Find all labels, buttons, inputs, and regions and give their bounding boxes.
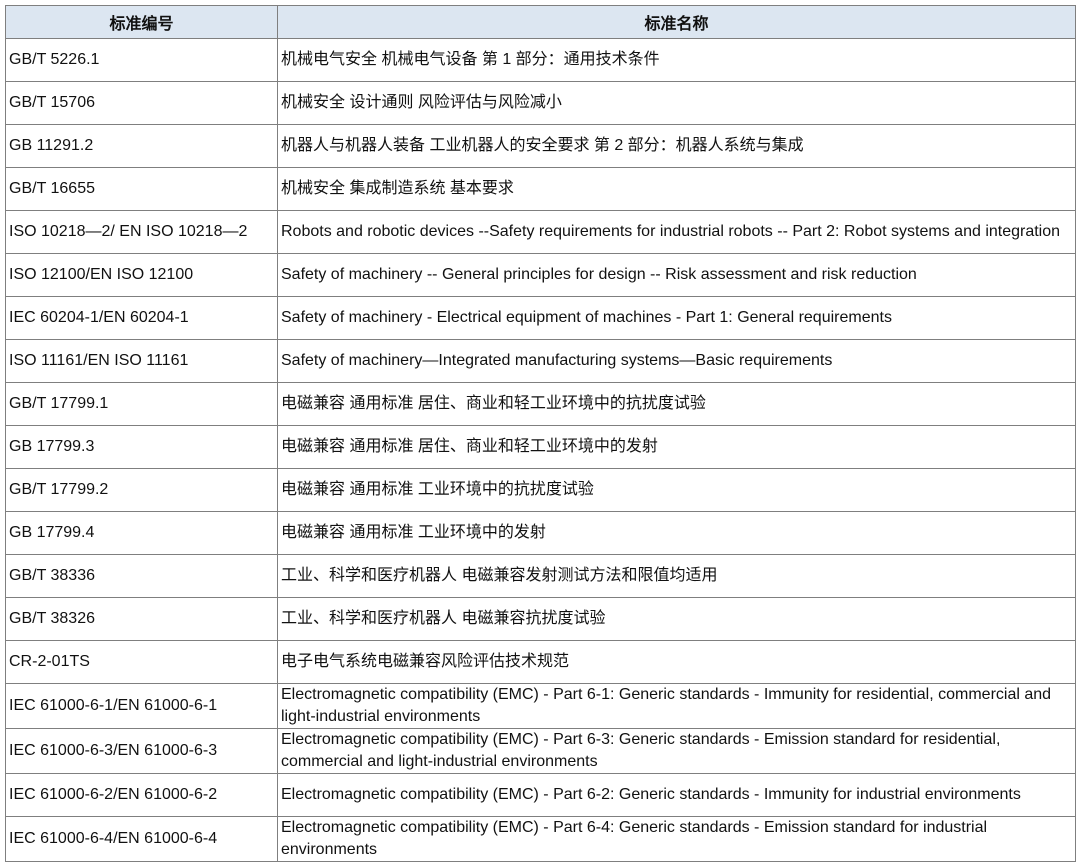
standard-number-cell: ISO 11161/EN ISO 11161 (5, 339, 278, 383)
standard-name-cell: Electromagnetic compatibility (EMC) - Pa… (277, 728, 1076, 774)
standard-name-cell: 电磁兼容 通用标准 居住、商业和轻工业环境中的发射 (277, 425, 1076, 469)
standard-number-cell: GB/T 15706 (5, 81, 278, 125)
standard-name-cell: 工业、科学和医疗机器人 电磁兼容抗扰度试验 (277, 597, 1076, 641)
standard-name-cell: 工业、科学和医疗机器人 电磁兼容发射测试方法和限值均适用 (277, 554, 1076, 598)
table-row: GB 17799.3 电磁兼容 通用标准 居住、商业和轻工业环境中的发射 (5, 425, 1076, 469)
table-row: GB/T 38326 工业、科学和医疗机器人 电磁兼容抗扰度试验 (5, 597, 1076, 641)
table-row: ISO 10218—2/ EN ISO 10218—2 Robots and ro… (5, 210, 1076, 254)
standard-name-cell: 电磁兼容 通用标准 工业环境中的抗扰度试验 (277, 468, 1076, 512)
standard-number-cell: IEC 60204-1/EN 60204-1 (5, 296, 278, 340)
table-row: ISO 11161/EN ISO 11161 Safety of machiner… (5, 339, 1076, 383)
standard-number-cell: GB 17799.3 (5, 425, 278, 469)
table-row: GB/T 15706 机械安全 设计通则 风险评估与风险减小 (5, 81, 1076, 125)
table-row: GB/T 16655 机械安全 集成制造系统 基本要求 (5, 167, 1076, 211)
table-row: CR-2-01TS 电子电气系统电磁兼容风险评估技术规范 (5, 640, 1076, 684)
standard-number-cell: ISO 12100/EN ISO 12100 (5, 253, 278, 297)
standard-name-cell: 机械安全 集成制造系统 基本要求 (277, 167, 1076, 211)
header-standard-number: 标准编号 (5, 5, 278, 39)
standard-name-cell: Safety of machinery—Integrated manufactu… (277, 339, 1076, 383)
table-row: GB/T 17799.2 电磁兼容 通用标准 工业环境中的抗扰度试验 (5, 468, 1076, 512)
header-standard-name: 标准名称 (277, 5, 1076, 39)
standard-number-cell: GB/T 17799.1 (5, 382, 278, 426)
standard-number-cell: GB 17799.4 (5, 511, 278, 555)
standard-number-cell: IEC 61000-6-3/EN 61000-6-3 (5, 728, 278, 774)
standard-name-cell: 机械安全 设计通则 风险评估与风险减小 (277, 81, 1076, 125)
standard-number-cell: CR-2-01TS (5, 640, 278, 684)
header-row: 标准编号 标准名称 (5, 5, 1076, 39)
table-row: IEC 61000-6-2/EN 61000-6-2 Electromagneti… (5, 773, 1076, 817)
standard-name-cell: Electromagnetic compatibility (EMC) - Pa… (277, 816, 1076, 862)
table-row: GB 17799.4 电磁兼容 通用标准 工业环境中的发射 (5, 511, 1076, 555)
standard-name-cell: Electromagnetic compatibility (EMC) - Pa… (277, 683, 1076, 729)
standard-name-cell: 电子电气系统电磁兼容风险评估技术规范 (277, 640, 1076, 684)
standard-name-cell: Robots and robotic devices --Safety requ… (277, 210, 1076, 254)
table-row: IEC 60204-1/EN 60204-1 Safety of machiner… (5, 296, 1076, 340)
standard-number-cell: GB 11291.2 (5, 124, 278, 168)
table-row: GB/T 5226.1 机械电气安全 机械电气设备 第 1 部分：通用技术条件 (5, 38, 1076, 82)
table-row: GB/T 17799.1 电磁兼容 通用标准 居住、商业和轻工业环境中的抗扰度试验 (5, 382, 1076, 426)
standard-number-cell: IEC 61000-6-2/EN 61000-6-2 (5, 773, 278, 817)
standard-name-cell: Safety of machinery -- General principle… (277, 253, 1076, 297)
standard-number-cell: GB/T 38336 (5, 554, 278, 598)
standard-name-cell: 机械电气安全 机械电气设备 第 1 部分：通用技术条件 (277, 38, 1076, 82)
table-row: GB 11291.2 机器人与机器人装备 工业机器人的安全要求 第 2 部分：机器… (5, 124, 1076, 168)
standard-name-cell: 电磁兼容 通用标准 居住、商业和轻工业环境中的抗扰度试验 (277, 382, 1076, 426)
standard-name-cell: 电磁兼容 通用标准 工业环境中的发射 (277, 511, 1076, 555)
standard-number-cell: ISO 10218—2/ EN ISO 10218—2 (5, 210, 278, 254)
standard-number-cell: GB/T 38326 (5, 597, 278, 641)
standards-table: 标准编号 标准名称 GB/T 5226.1 机械电气安全 机械电气设备 第 1 部… (5, 5, 1076, 862)
standard-number-cell: GB/T 16655 (5, 167, 278, 211)
standard-name-cell: Electromagnetic compatibility (EMC) - Pa… (277, 773, 1076, 817)
standard-name-cell: 机器人与机器人装备 工业机器人的安全要求 第 2 部分：机器人系统与集成 (277, 124, 1076, 168)
table-row: GB/T 38336 工业、科学和医疗机器人 电磁兼容发射测试方法和限值均适用 (5, 554, 1076, 598)
standard-number-cell: IEC 61000-6-1/EN 61000-6-1 (5, 683, 278, 729)
standard-number-cell: IEC 61000-6-4/EN 61000-6-4 (5, 816, 278, 862)
standard-number-cell: GB/T 17799.2 (5, 468, 278, 512)
table-row: IEC 61000-6-3/EN 61000-6-3 Electromagneti… (5, 728, 1076, 774)
table-row: ISO 12100/EN ISO 12100 Safety of machiner… (5, 253, 1076, 297)
table-row: IEC 61000-6-4/EN 61000-6-4 Electromagneti… (5, 816, 1076, 862)
standard-name-cell: Safety of machinery - Electrical equipme… (277, 296, 1076, 340)
table-row: IEC 61000-6-1/EN 61000-6-1 Electromagneti… (5, 683, 1076, 729)
standard-number-cell: GB/T 5226.1 (5, 38, 278, 82)
